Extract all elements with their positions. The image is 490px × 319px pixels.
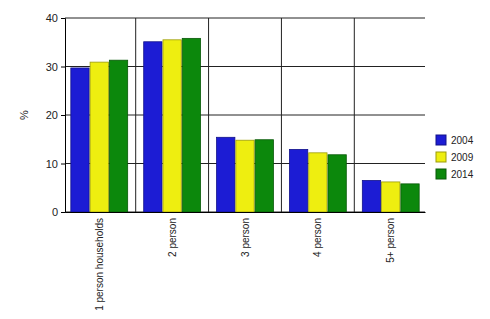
tick: 30 — [46, 61, 65, 73]
legend-swatch — [436, 152, 446, 162]
tick: 20 — [46, 109, 65, 121]
bar — [163, 40, 181, 212]
tick: 2 person — [167, 212, 178, 257]
y-axis: 0 10 20 30 40 — [46, 12, 66, 218]
grid-line-x — [135, 18, 136, 212]
y-label: % — [18, 110, 30, 120]
legend-item: 2004 — [436, 135, 474, 146]
tick-label: 2 person — [167, 218, 178, 257]
legend-item: 2009 — [436, 152, 474, 163]
grid-line-x — [354, 18, 355, 212]
bar — [382, 182, 400, 212]
tick: 0 — [52, 206, 65, 218]
tick: 5+ person — [385, 212, 396, 263]
bars — [71, 38, 419, 212]
x-axis: 1 person households 2 person 3 person 4 per… — [66, 212, 426, 311]
tick-mark — [61, 164, 65, 165]
grid-line-x — [281, 18, 282, 212]
bar — [90, 62, 108, 212]
tick-label: 40 — [46, 12, 58, 24]
tick-label: 0 — [52, 206, 58, 218]
legend-swatch — [436, 169, 446, 179]
tick: 3 person — [240, 212, 251, 257]
axis-line — [66, 212, 426, 213]
bar — [362, 180, 380, 212]
bar — [109, 60, 127, 212]
tick-mark — [61, 18, 65, 19]
grid-line-y — [65, 18, 425, 19]
tick-label: 10 — [46, 158, 58, 170]
tick-label: 5+ person — [385, 218, 396, 263]
tick-mark — [61, 67, 65, 68]
axis-line — [61, 19, 66, 213]
legend-label: 2014 — [451, 169, 474, 180]
bar — [144, 42, 162, 212]
tick: 4 person — [312, 212, 323, 257]
bar — [217, 137, 235, 212]
bar — [401, 184, 419, 212]
bar — [328, 155, 346, 212]
chart: 0 10 20 30 40 1 person households 2 person 3 pe… — [0, 0, 490, 319]
tick-label: 4 person — [312, 218, 323, 257]
tick-mark — [61, 212, 65, 213]
bar — [289, 149, 307, 212]
grid-line-x — [208, 18, 209, 212]
tick: 40 — [46, 12, 65, 24]
legend-label: 2009 — [451, 152, 474, 163]
grid — [65, 18, 425, 212]
tick-label: 1 person households — [94, 218, 105, 311]
legend-item: 2014 — [436, 169, 474, 180]
tick-label: 30 — [46, 61, 58, 73]
tick: 10 — [46, 158, 65, 170]
bar — [71, 68, 89, 212]
bar — [182, 38, 200, 212]
legend: 2004 2009 2014 — [436, 135, 474, 180]
bar — [236, 140, 254, 212]
tick: 1 person households — [94, 212, 105, 311]
tick-label: 20 — [46, 109, 58, 121]
bar — [309, 153, 327, 212]
tick-mark — [61, 115, 65, 116]
tick-label: 3 person — [240, 218, 251, 257]
legend-swatch — [436, 135, 446, 145]
bar — [255, 140, 273, 212]
legend-label: 2004 — [451, 135, 474, 146]
